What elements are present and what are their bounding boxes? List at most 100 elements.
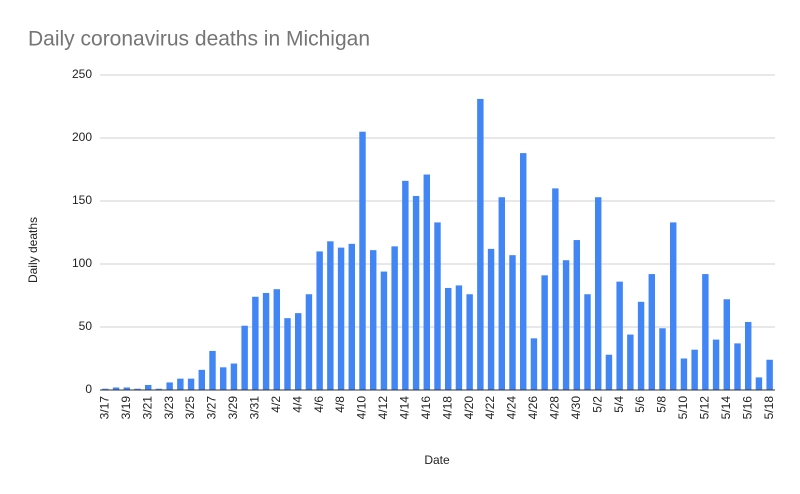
bar	[627, 334, 634, 390]
x-tick-label: 4/12	[376, 396, 390, 420]
bar	[509, 255, 516, 390]
x-tick-label: 4/18	[440, 396, 454, 420]
bar	[680, 358, 688, 390]
x-tick-label: 4/30	[569, 396, 583, 420]
bar	[487, 248, 495, 390]
x-tick-label: 5/10	[676, 396, 690, 420]
x-tick-label: 3/23	[162, 396, 176, 420]
bar	[745, 321, 752, 390]
bar	[702, 274, 709, 390]
bar	[412, 195, 420, 390]
bar	[370, 250, 377, 390]
bar	[155, 388, 163, 390]
x-tick-label: 5/6	[633, 396, 647, 413]
bar	[541, 275, 548, 390]
bar	[477, 98, 484, 390]
bar	[712, 339, 720, 390]
x-tick-label: 4/4	[290, 396, 304, 413]
x-tick-label: 3/25	[183, 396, 197, 420]
x-tick-label: 4/10	[355, 396, 369, 420]
x-tick-label: 4/6	[312, 396, 326, 413]
bar	[552, 188, 559, 390]
bar	[402, 180, 409, 390]
x-tick-label: 5/8	[655, 396, 669, 413]
bar	[391, 246, 398, 390]
y-tick-label: 100	[72, 256, 92, 270]
x-tick-label: 3/21	[140, 396, 154, 420]
bar	[187, 378, 195, 390]
bar	[434, 222, 441, 390]
bar	[316, 251, 323, 390]
bar	[380, 271, 388, 390]
bar	[177, 378, 184, 390]
y-tick-label: 150	[72, 193, 92, 207]
x-tick-label: 4/24	[505, 396, 519, 420]
bar	[209, 350, 216, 390]
x-tick-label: 5/16	[740, 396, 754, 420]
bar	[605, 354, 613, 390]
bar	[284, 318, 291, 390]
x-tick-label: 4/26	[526, 396, 540, 420]
bar	[734, 343, 741, 390]
x-tick-label: 4/8	[333, 396, 347, 413]
bar	[562, 260, 570, 390]
bar	[220, 367, 227, 390]
bar	[112, 387, 120, 390]
x-tick-label: 3/19	[119, 396, 133, 420]
bar	[230, 363, 238, 390]
bar	[166, 382, 173, 390]
x-tick-label: 4/20	[462, 396, 476, 420]
bar	[723, 299, 730, 390]
bar	[327, 241, 334, 390]
bar	[659, 328, 666, 390]
bar	[445, 287, 452, 390]
bar	[295, 313, 302, 390]
bar	[573, 240, 580, 390]
x-tick-label: 3/17	[98, 396, 112, 420]
bar	[252, 296, 259, 390]
bar	[466, 294, 473, 390]
x-tick-label: 3/27	[205, 396, 219, 420]
bar	[455, 285, 463, 390]
bar	[123, 387, 130, 390]
y-tick-label: 200	[72, 130, 92, 144]
bar	[348, 243, 355, 390]
bar	[198, 369, 205, 390]
x-tick-label: 4/22	[483, 396, 497, 420]
bar	[102, 388, 109, 390]
bar	[305, 294, 313, 390]
bar	[273, 289, 280, 390]
y-tick-label: 50	[79, 319, 93, 333]
bar	[595, 197, 602, 390]
bar	[498, 197, 505, 390]
bar	[423, 174, 430, 390]
bar	[584, 294, 591, 390]
bar	[766, 359, 773, 390]
x-tick-label: 3/29	[226, 396, 240, 420]
bar	[530, 338, 538, 390]
x-tick-label: 5/2	[590, 396, 604, 413]
bar	[616, 281, 623, 390]
x-tick-label: 4/2	[269, 396, 283, 413]
chart-title: Daily coronavirus deaths in Michigan	[28, 28, 370, 51]
bar	[755, 377, 763, 390]
bar	[241, 325, 248, 390]
x-tick-label: 5/18	[762, 396, 776, 420]
bar	[520, 153, 527, 390]
x-tick-label: 5/14	[719, 396, 733, 420]
bar	[359, 131, 366, 390]
x-axis-label: Date	[424, 453, 450, 467]
bar	[691, 349, 698, 390]
x-tick-label: 4/14	[398, 396, 412, 420]
x-tick-label: 3/31	[248, 396, 262, 420]
x-tick-label: 5/12	[698, 396, 712, 420]
bar	[337, 247, 345, 390]
bar	[262, 292, 270, 390]
bar	[670, 222, 677, 390]
y-tick-label: 0	[85, 382, 92, 396]
x-tick-label: 5/4	[612, 396, 626, 413]
y-tick-label: 250	[72, 67, 92, 81]
x-tick-label: 4/16	[419, 396, 433, 420]
bar	[134, 388, 141, 390]
